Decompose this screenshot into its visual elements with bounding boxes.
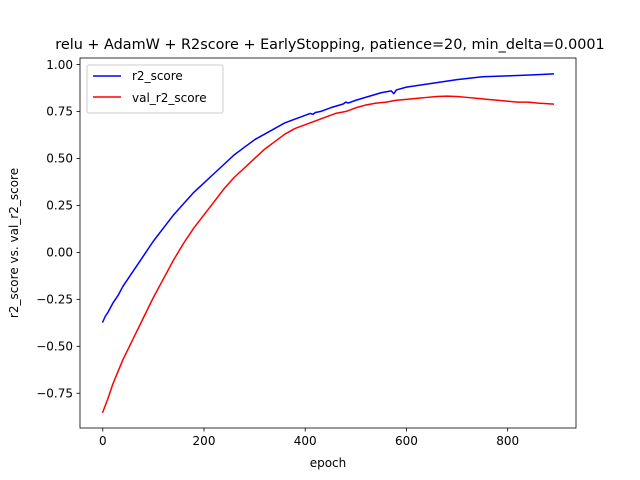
legend-box bbox=[86, 64, 224, 114]
y-tick-label: 0.00 bbox=[46, 246, 73, 260]
y-tick-label: −0.25 bbox=[36, 293, 73, 307]
legend: r2_score val_r2_score bbox=[86, 64, 224, 114]
series-line-r2-score bbox=[101, 73, 555, 323]
y-axis-ticks: −0.75 −0.50 −0.25 0.00 0.25 0.50 0.75 1.00 bbox=[36, 58, 80, 400]
y-axis-label: r2_score vs. val_r2_score bbox=[7, 168, 21, 318]
x-axis-label: epoch bbox=[310, 456, 347, 470]
series-layer bbox=[101, 73, 555, 414]
x-tick-label: 600 bbox=[395, 434, 418, 448]
x-tick-label: 0 bbox=[99, 434, 107, 448]
legend-label-val-r2-score: val_r2_score bbox=[132, 91, 207, 105]
x-tick-label: 800 bbox=[496, 434, 519, 448]
y-tick-label: −0.75 bbox=[36, 386, 73, 400]
x-axis-ticks: 0 200 400 600 800 bbox=[99, 428, 519, 448]
y-tick-label: −0.50 bbox=[36, 339, 73, 353]
axes-frame bbox=[79, 57, 577, 429]
chart-title: relu + AdamW + R2score + EarlyStopping, … bbox=[55, 37, 604, 53]
y-tick-label: 1.00 bbox=[46, 58, 73, 72]
x-tick-label: 400 bbox=[294, 434, 317, 448]
y-tick-label: 0.50 bbox=[46, 152, 73, 166]
plot-area bbox=[80, 58, 576, 428]
legend-label-r2-score: r2_score bbox=[132, 69, 183, 83]
y-tick-label: 0.25 bbox=[46, 199, 73, 213]
series-line-val-r2-score bbox=[101, 95, 555, 414]
y-tick-label: 0.75 bbox=[46, 105, 73, 119]
x-tick-label: 200 bbox=[193, 434, 216, 448]
